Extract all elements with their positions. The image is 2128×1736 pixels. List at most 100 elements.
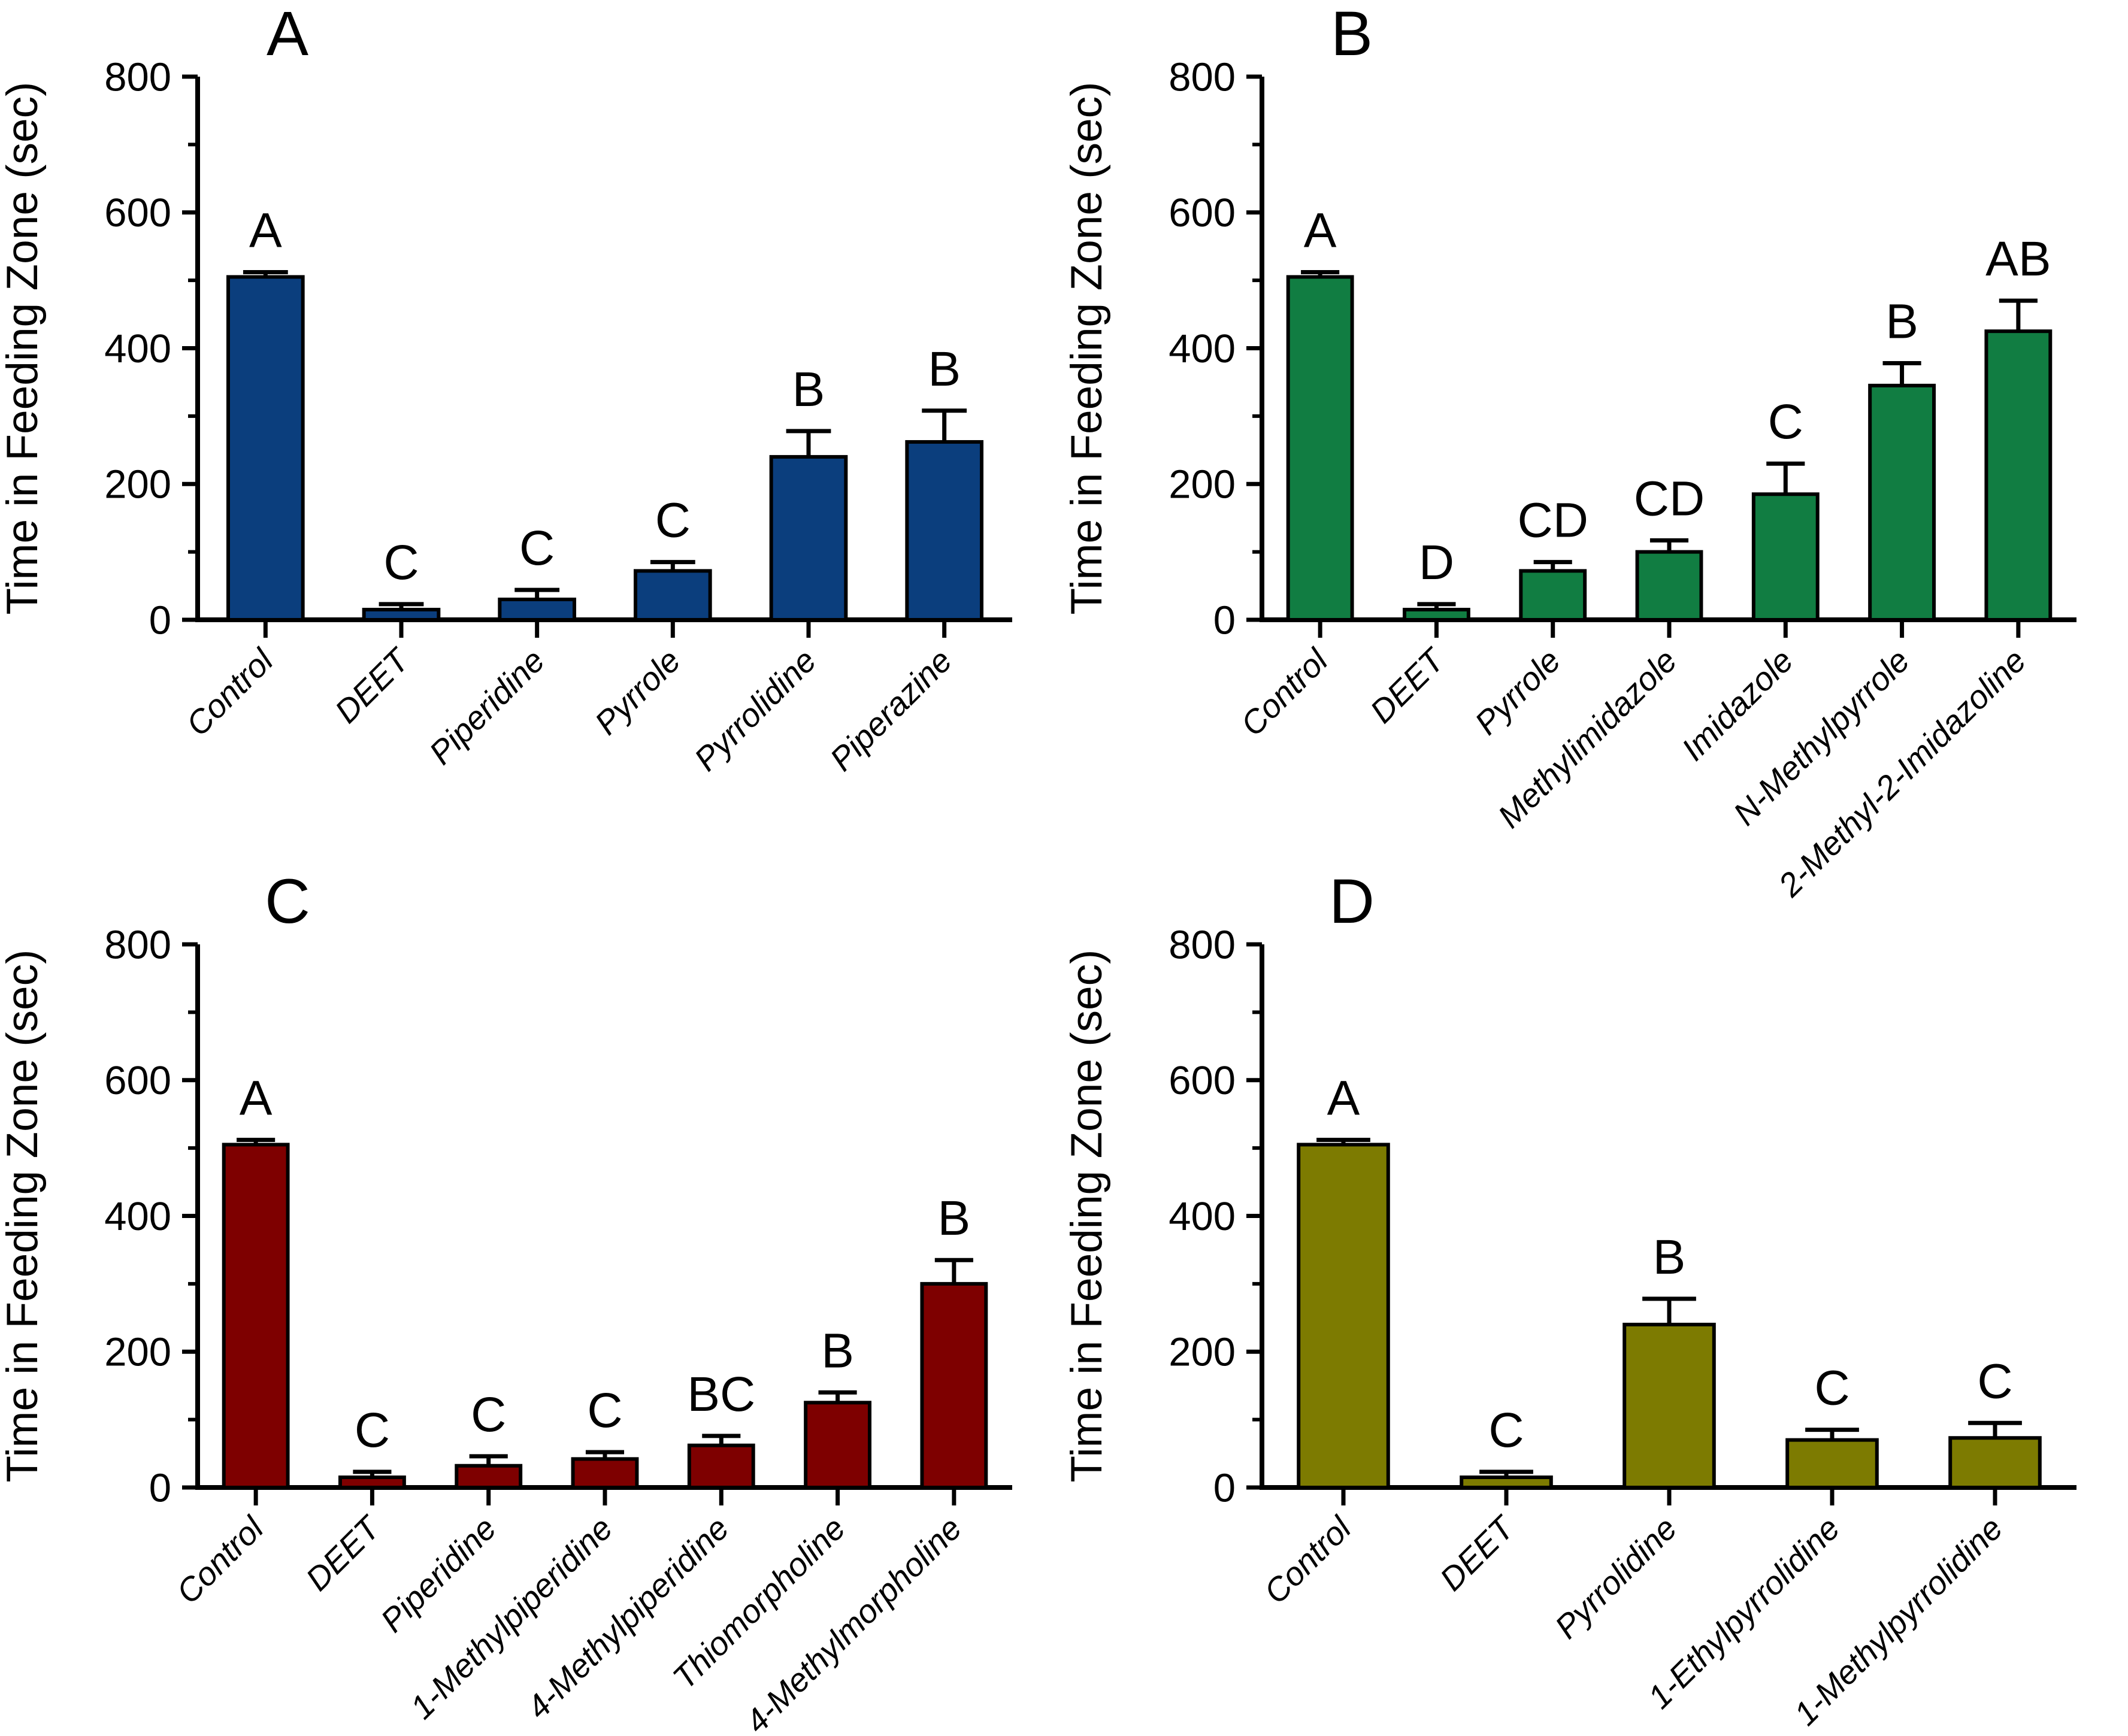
panel-d-chart: 0 200 400 600 800 Time in Feeding Zone (sec) D… (1063, 867, 2076, 1732)
sig-letter: B (792, 362, 825, 417)
panel-c: 0 200 400 600 800 Time in Feeding Zone (sec) C… (0, 867, 1064, 1736)
sig-letter: CD (1517, 493, 1588, 548)
sig-letter: B (928, 342, 961, 396)
x-category-label: 1-Methylpiperidine (403, 1510, 620, 1726)
bar (1868, 383, 1936, 622)
y-tick-label: 800 (1169, 922, 1236, 967)
bar (362, 607, 441, 622)
y-tick-label: 0 (149, 1465, 171, 1510)
y-tick-label: 400 (1169, 1194, 1236, 1239)
bar (1785, 1438, 1879, 1490)
y-tick-label: 0 (149, 598, 171, 643)
x-category-label: DEET (328, 640, 417, 730)
panel-d: 0 200 400 600 800 Time in Feeding Zone (sec) D… (1063, 867, 2128, 1736)
x-category-label: Control (169, 1508, 271, 1610)
sig-letter: AB (1985, 232, 2051, 286)
x-category-label: Pyrrole (1467, 642, 1567, 742)
bar (1948, 1436, 2042, 1490)
x-category-label: Imidazole (1674, 642, 1800, 768)
x-category-label: Piperazine (823, 642, 959, 778)
panel-letter: B (1331, 0, 1373, 69)
x-category-label: Pyrrolidine (1548, 1510, 1684, 1646)
x-category-label: Pyrrole (588, 642, 688, 742)
bar (338, 1475, 406, 1490)
x-category-label: 4-Methylmorpholine (738, 1510, 968, 1736)
panel-letter: C (265, 867, 310, 937)
sig-letter: A (1304, 204, 1337, 258)
panel-b: 0 200 400 600 800 Time in Feeding Zone (sec) B… (1063, 0, 2128, 904)
x-category-label: Piperidine (422, 642, 552, 772)
x-category-label: DEET (298, 1508, 388, 1598)
x-category-label: Control (179, 641, 281, 743)
sig-letter: A (249, 204, 282, 258)
y-tick-label: 600 (1169, 1058, 1236, 1103)
y-tick-label: 0 (1213, 1465, 1236, 1510)
y-tick-label: 400 (1169, 326, 1236, 371)
sig-letter: CD (1634, 471, 1705, 526)
sig-letter: B (1885, 294, 1918, 349)
y-tick-label: 800 (1169, 54, 1236, 99)
bar (1286, 275, 1354, 622)
bar (1519, 569, 1587, 622)
bar (804, 1401, 871, 1489)
x-category-label: Control (1257, 1508, 1358, 1610)
bar (1751, 492, 1820, 622)
y-tick-label: 600 (104, 1058, 171, 1103)
y-tick-label: 200 (1169, 1330, 1236, 1375)
bar (1297, 1143, 1390, 1489)
sig-letter: C (1768, 395, 1803, 449)
y-tick-label: 0 (1213, 598, 1236, 643)
x-category-label: Control (1233, 641, 1335, 743)
sig-letter: BC (687, 1367, 755, 1422)
bar (1623, 1322, 1716, 1490)
bar (571, 1457, 639, 1490)
y-axis-title: Time in Feeding Zone (sec) (1063, 950, 1111, 1483)
sig-letter: C (1977, 1354, 2012, 1408)
panel-c-chart: 0 200 400 600 800 Time in Feeding Zone (sec) C… (0, 867, 1012, 1736)
y-axis-title: Time in Feeding Zone (sec) (0, 950, 47, 1483)
panel-a: 0 200 400 600 800 Time in Feeding Zone (sec) A… (0, 0, 1064, 868)
sig-letter: C (1488, 1403, 1524, 1458)
bar (1635, 550, 1703, 622)
y-tick-label: 600 (1169, 190, 1236, 235)
y-tick-label: 800 (104, 922, 171, 967)
x-category-label: Pyrrolidine (687, 642, 824, 778)
y-tick-label: 400 (104, 326, 171, 371)
sig-letter: C (383, 535, 419, 590)
sig-letter: A (240, 1071, 273, 1126)
sig-letter: C (355, 1403, 390, 1458)
bar (455, 1464, 523, 1489)
y-tick-label: 200 (1169, 462, 1236, 507)
sig-letter: B (821, 1323, 854, 1378)
bar (226, 275, 305, 622)
bar (498, 597, 576, 622)
sig-letter: A (1327, 1071, 1360, 1126)
y-tick-label: 400 (104, 1194, 171, 1239)
sig-letter: C (519, 521, 555, 575)
y-tick-label: 600 (104, 190, 171, 235)
bar (1460, 1475, 1553, 1490)
sig-letter: C (471, 1387, 506, 1442)
bar (920, 1281, 988, 1489)
panel-letter: A (267, 0, 308, 69)
sig-letter: B (1653, 1230, 1686, 1284)
x-category-label: DEET (1433, 1508, 1522, 1598)
bar (1403, 607, 1470, 622)
y-axis-title: Time in Feeding Zone (sec) (0, 82, 47, 615)
bar (1984, 329, 2053, 622)
x-category-label: DEET (1363, 640, 1452, 730)
y-tick-label: 200 (104, 462, 171, 507)
bar (634, 569, 712, 622)
bar (905, 440, 984, 622)
sig-letter: D (1419, 535, 1454, 590)
sig-letter: B (938, 1191, 971, 1246)
y-tick-label: 800 (104, 54, 171, 99)
bar (769, 455, 848, 622)
panel-a-chart: 0 200 400 600 800 Time in Feeding Zone (sec) A… (0, 0, 1012, 778)
panel-letter: D (1329, 867, 1375, 937)
bar (687, 1443, 755, 1490)
y-tick-label: 200 (104, 1330, 171, 1375)
y-axis-title: Time in Feeding Zone (sec) (1063, 82, 1111, 615)
panel-b-chart: 0 200 400 600 800 Time in Feeding Zone (sec) B… (1063, 0, 2076, 904)
